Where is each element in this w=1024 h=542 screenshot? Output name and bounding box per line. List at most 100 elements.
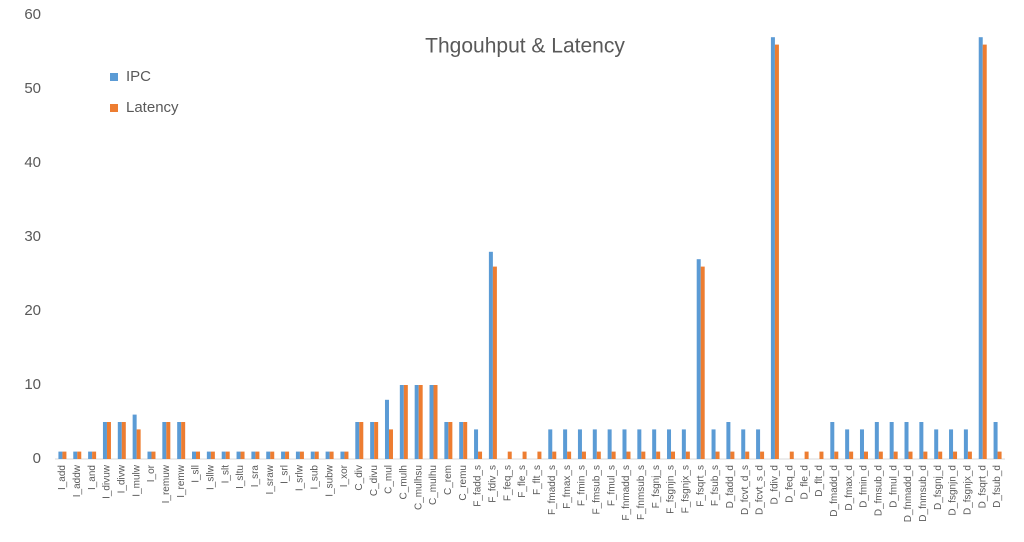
bar: [359, 422, 364, 459]
bar: [700, 266, 705, 459]
bar: [310, 451, 315, 459]
x-tick-label: F_fsgnj_s: [651, 465, 662, 508]
x-tick-label: I_add: [57, 465, 68, 490]
bar: [492, 266, 497, 459]
x-tick-label: I_slt: [220, 465, 231, 484]
bar: [548, 429, 553, 459]
legend-label: Latency: [126, 99, 179, 116]
bar: [919, 422, 924, 459]
y-tick-label: 60: [24, 6, 41, 23]
bar: [681, 429, 686, 459]
x-tick-label: I_sll: [191, 465, 202, 483]
x-tick-label: C_mul: [384, 465, 395, 494]
bar: [132, 414, 137, 459]
bar: [414, 385, 419, 459]
bar: [285, 451, 290, 459]
bar: [418, 385, 423, 459]
bar: [192, 451, 197, 459]
bar: [652, 429, 657, 459]
bar: [607, 429, 612, 459]
bar: [147, 451, 152, 459]
bar: [88, 451, 93, 459]
bar: [889, 422, 894, 459]
x-tick-label: I_divw: [116, 464, 127, 493]
bar: [953, 451, 958, 459]
bar: [760, 451, 765, 459]
bar: [993, 422, 998, 459]
bar: [162, 422, 167, 459]
bar: [433, 385, 438, 459]
x-tick-label: D_flt_d: [814, 465, 825, 497]
bar: [934, 429, 939, 459]
x-tick-label: C_remu: [458, 465, 469, 501]
bar: [399, 385, 404, 459]
bar: [949, 429, 954, 459]
x-tick-label: D_fmadd_d: [829, 465, 840, 517]
x-tick-label: F_feq_s: [502, 465, 513, 501]
bar: [374, 422, 379, 459]
x-tick-label: C_mulhsu: [413, 465, 424, 510]
legend-swatch: [110, 104, 118, 112]
x-tick-label: I_mulw: [131, 464, 142, 496]
x-tick-label: D_fdiv_d: [770, 465, 781, 504]
x-tick-label: I_srl: [280, 465, 291, 484]
bar: [281, 451, 286, 459]
bar: [384, 399, 389, 459]
bar: [295, 451, 300, 459]
x-tick-label: C_divu: [369, 465, 380, 496]
x-tick-label: I_srlw: [295, 464, 306, 491]
bar: [463, 422, 468, 459]
y-tick-label: 40: [24, 154, 41, 171]
bar: [671, 451, 676, 459]
bar: [537, 451, 542, 459]
x-tick-label: D_fmax_d: [844, 465, 855, 511]
bar: [908, 451, 913, 459]
bar: [804, 451, 809, 459]
x-tick-label: F_fnmsub_s: [636, 465, 647, 520]
x-tick-label: I_sllw: [206, 464, 217, 490]
y-tick-label: 50: [24, 80, 41, 97]
x-tick-label: D_fle_d: [799, 465, 810, 499]
x-tick-label: D_fadd_d: [725, 465, 736, 508]
bar: [745, 451, 750, 459]
x-tick-label: I_sraw: [265, 464, 276, 494]
x-tick-label: F_fsgnjn_s: [666, 465, 677, 514]
bar: [656, 451, 661, 459]
y-tick-label: 0: [33, 450, 41, 467]
x-tick-label: D_fnmadd_d: [903, 465, 914, 522]
x-tick-label: F_fsub_s: [710, 465, 721, 506]
x-tick-label: I_sra: [250, 465, 261, 488]
x-tick-label: F_fdiv_s: [488, 465, 499, 503]
bar: [581, 451, 586, 459]
bar: [685, 451, 690, 459]
bar: [459, 422, 464, 459]
bar: [863, 451, 868, 459]
x-tick-label: I_xor: [339, 464, 350, 487]
bar: [696, 259, 701, 459]
x-tick-label: F_fmax_s: [562, 465, 573, 509]
bar: [741, 429, 746, 459]
bar: [340, 451, 345, 459]
bar: [240, 451, 245, 459]
bar: [622, 429, 627, 459]
x-tick-label: I_divuw: [102, 464, 113, 499]
bar: [403, 385, 408, 459]
bar: [507, 451, 512, 459]
bar: [251, 451, 256, 459]
x-tick-label: C_rem: [443, 465, 454, 495]
bar: [849, 451, 854, 459]
x-tick-label: F_fle_s: [517, 465, 528, 498]
bar: [711, 429, 716, 459]
bar: [637, 429, 642, 459]
bar: [325, 451, 330, 459]
bar: [62, 451, 67, 459]
bar: [73, 451, 78, 459]
bar: [859, 429, 864, 459]
x-tick-label: I_remw: [176, 464, 187, 498]
bar: [102, 422, 107, 459]
bar: [488, 251, 493, 459]
bar: [592, 429, 597, 459]
bar: [266, 451, 271, 459]
bar: [255, 451, 260, 459]
bar: [789, 451, 794, 459]
